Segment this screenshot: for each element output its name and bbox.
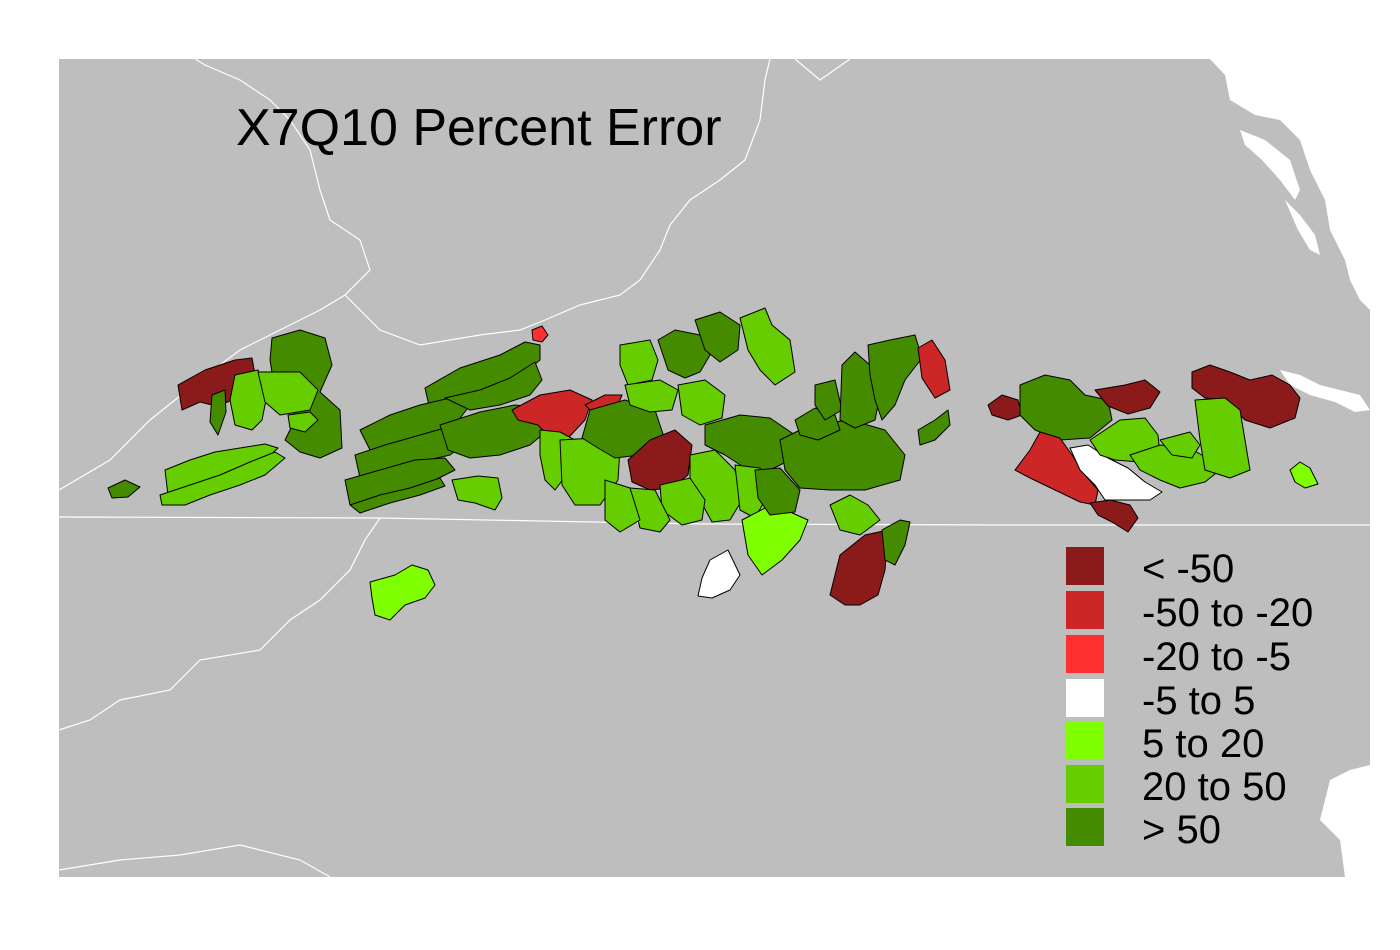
legend-swatch-5-20 xyxy=(1066,722,1104,760)
watershed-area xyxy=(1159,431,1201,459)
watershed-area xyxy=(107,479,141,499)
legend-swatch-neg50-neg20 xyxy=(1066,591,1104,629)
map-title: X7Q10 Percent Error xyxy=(236,99,722,157)
legend-swatch-neg20-neg5 xyxy=(1066,635,1104,673)
legend-swatch-lt-neg50 xyxy=(1066,547,1104,585)
watershed-area xyxy=(829,529,889,606)
water-bodies xyxy=(1210,59,1370,877)
watershed-area xyxy=(619,339,659,386)
watershed-area xyxy=(531,325,549,343)
watershed-area xyxy=(1089,499,1139,533)
watershed-area xyxy=(627,429,693,491)
watershed-area xyxy=(349,477,446,514)
watershed-area xyxy=(444,361,543,411)
watershed-area xyxy=(159,451,286,506)
watershed-area xyxy=(694,311,741,363)
state-boundary-tn-nc xyxy=(58,517,381,731)
chesapeake-bay xyxy=(1210,59,1370,310)
watershed-area xyxy=(917,409,951,446)
watershed-polygons xyxy=(107,307,1319,621)
watershed-area xyxy=(1094,379,1161,415)
legend-swatch-20-50 xyxy=(1066,765,1104,803)
pamlico-sound xyxy=(1320,765,1370,877)
watershed-area xyxy=(1014,431,1099,506)
watershed-area xyxy=(624,379,679,413)
rappahannock-river xyxy=(1285,200,1320,255)
watershed-area xyxy=(257,371,319,416)
james-river xyxy=(1280,370,1370,412)
watershed-area xyxy=(604,479,641,533)
watershed-area xyxy=(451,475,503,511)
potomac-river xyxy=(1240,130,1300,200)
watershed-area xyxy=(814,379,843,421)
watershed-area xyxy=(209,389,227,436)
state-boundary-md xyxy=(794,58,851,81)
state-boundary-wv-va xyxy=(344,58,771,346)
legend: < -50 -50 to -20 -20 to -5 -5 to 5 5 to … xyxy=(1066,547,1313,852)
legend-label-neg20-neg5: -20 to -5 xyxy=(1142,635,1291,679)
watershed-area xyxy=(369,564,436,621)
watershed-area xyxy=(1194,397,1251,479)
legend-swatch-neg5-5 xyxy=(1066,679,1104,717)
legend-label-neg5-5: -5 to 5 xyxy=(1142,679,1255,723)
legend-label-neg50-neg20: -50 to -20 xyxy=(1142,591,1313,635)
watershed-area xyxy=(287,411,319,433)
watershed-area xyxy=(754,467,801,516)
watershed-area xyxy=(657,329,711,379)
watershed-area xyxy=(917,339,951,399)
state-boundary-sc xyxy=(58,844,331,878)
legend-swatch-gt-50 xyxy=(1066,808,1104,846)
watershed-area xyxy=(867,334,923,421)
watershed-area xyxy=(1289,461,1319,489)
watershed-area xyxy=(511,389,593,441)
watershed-area xyxy=(829,494,881,536)
legend-label-lt-neg50: < -50 xyxy=(1142,547,1234,591)
watershed-area xyxy=(1191,364,1301,429)
legend-label-5-20: 5 to 20 xyxy=(1142,722,1264,766)
watershed-area xyxy=(881,519,911,566)
watershed-area xyxy=(1019,374,1113,441)
watershed-area xyxy=(677,379,726,426)
watershed-area xyxy=(697,549,741,599)
legend-label-20-50: 20 to 50 xyxy=(1142,765,1287,809)
watershed-area xyxy=(739,307,796,386)
legend-label-gt-50: > 50 xyxy=(1142,808,1221,852)
